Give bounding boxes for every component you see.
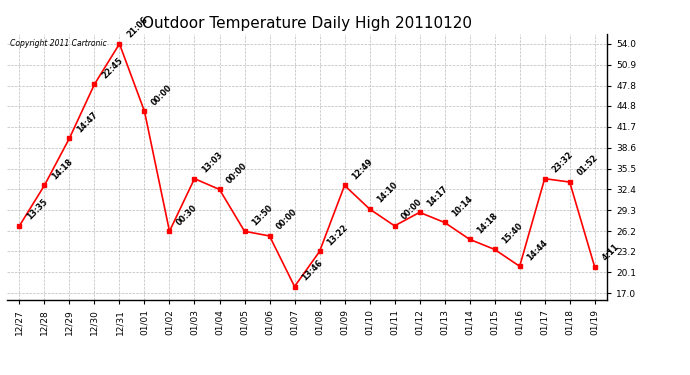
Text: Copyright 2011 Cartronic: Copyright 2011 Cartronic [10, 39, 107, 48]
Text: 00:00: 00:00 [150, 83, 175, 107]
Text: 13:46: 13:46 [300, 258, 324, 282]
Text: 14:10: 14:10 [375, 181, 400, 205]
Text: 12:49: 12:49 [350, 157, 375, 181]
Text: 4:11: 4:11 [600, 243, 620, 263]
Text: 13:22: 13:22 [325, 223, 350, 247]
Text: 13:50: 13:50 [250, 203, 275, 227]
Text: 01:52: 01:52 [575, 154, 600, 178]
Text: 10:14: 10:14 [450, 194, 475, 218]
Text: 13:03: 13:03 [200, 150, 224, 174]
Text: 00:00: 00:00 [225, 161, 249, 185]
Text: 21:06: 21:06 [125, 15, 149, 40]
Text: 00:00: 00:00 [400, 198, 424, 222]
Text: 00:00: 00:00 [275, 208, 299, 232]
Text: 13:35: 13:35 [25, 198, 49, 222]
Text: 23:32: 23:32 [550, 150, 575, 174]
Text: 14:44: 14:44 [525, 238, 549, 262]
Text: 14:18: 14:18 [475, 211, 500, 235]
Text: 00:30: 00:30 [175, 203, 199, 227]
Title: Outdoor Temperature Daily High 20110120: Outdoor Temperature Daily High 20110120 [142, 16, 472, 31]
Text: 22:45: 22:45 [100, 56, 124, 80]
Text: 14:47: 14:47 [75, 110, 99, 134]
Text: 15:40: 15:40 [500, 221, 524, 245]
Text: 14:17: 14:17 [425, 184, 449, 208]
Text: 14:18: 14:18 [50, 157, 75, 181]
